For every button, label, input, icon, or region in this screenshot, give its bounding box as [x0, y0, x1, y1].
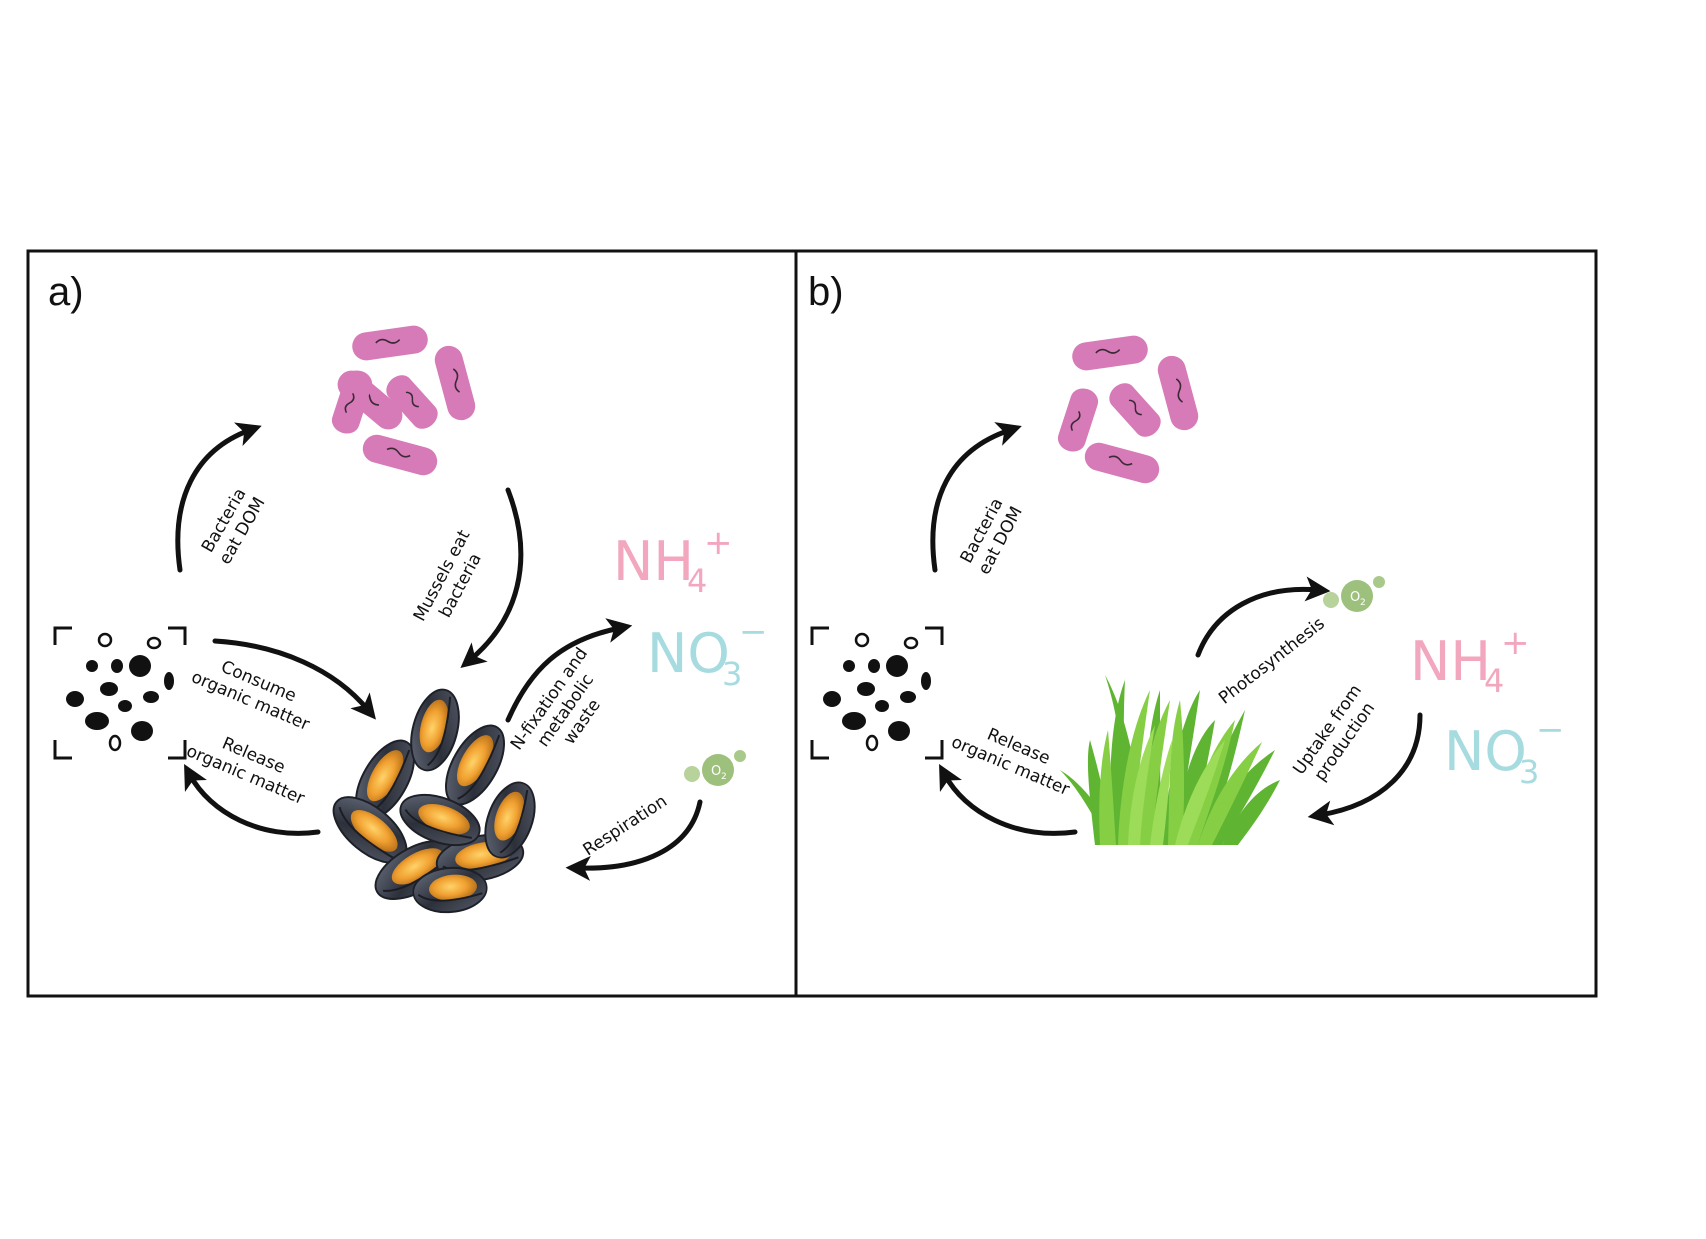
panel-a-arrows	[175, 422, 703, 881]
label-mussels-eat-bacteria: Mussels eat bacteria	[410, 527, 486, 625]
panel-a: a)	[48, 270, 768, 917]
svg-text:4: 4	[1484, 662, 1504, 700]
nitrate-ion: NO 3 −	[647, 612, 768, 693]
label-respiration: Respiration	[580, 791, 671, 860]
arrow-to-bacteria	[930, 422, 1022, 573]
svg-text:O: O	[1350, 590, 1360, 605]
seagrass-icon	[1060, 675, 1280, 845]
organic-matter-icon	[810, 626, 944, 760]
svg-text:−: −	[1536, 710, 1565, 750]
svg-text:+: +	[704, 523, 733, 563]
svg-text:Photosynthesis: Photosynthesis	[1215, 614, 1329, 709]
svg-text:O: O	[711, 764, 721, 779]
bacteria-cluster-icon	[327, 323, 480, 480]
svg-text:NH: NH	[613, 530, 694, 593]
svg-text:2: 2	[721, 772, 727, 782]
svg-text:Respiration: Respiration	[580, 791, 671, 860]
label-bacteria-eat-dom: Bacteria eat DOM	[198, 485, 270, 568]
label-photosynthesis: Photosynthesis	[1215, 614, 1329, 709]
arrow-photosynthesis	[1195, 576, 1331, 658]
panel-a-letter: a)	[48, 270, 84, 314]
nitrate-ion: NO 3 −	[1444, 710, 1565, 791]
label-n-fixation: N-fixation and metabolic waste	[507, 644, 605, 754]
oxygen-bubble-icon: O 2	[1323, 576, 1385, 612]
panel-b-letter: b)	[808, 270, 844, 314]
oxygen-bubble-icon: O 2	[684, 750, 746, 786]
panel-b-frame	[794, 249, 1598, 998]
svg-text:3: 3	[722, 655, 742, 693]
svg-text:2: 2	[1360, 598, 1366, 608]
ammonium-ion: NH 4 +	[1410, 623, 1530, 700]
arrow-to-bacteria	[175, 422, 262, 573]
arrow-to-mussels-from-bacteria	[460, 487, 524, 669]
arrow-uptake-from-production	[1307, 712, 1423, 826]
svg-text:3: 3	[1519, 753, 1539, 791]
panel-b: b)	[808, 270, 1565, 845]
bacteria-cluster-icon	[1053, 333, 1203, 488]
arrow-release-organic-matter	[939, 764, 1078, 836]
panel-b-arrows	[930, 422, 1423, 836]
svg-text:NO: NO	[647, 622, 730, 685]
organic-matter-icon	[53, 626, 187, 760]
label-release-organic-matter: Release organic matter	[948, 725, 1072, 800]
svg-text:NO: NO	[1444, 720, 1527, 783]
label-bacteria-eat-dom: Bacteria eat DOM	[957, 495, 1027, 578]
svg-text:−: −	[739, 612, 768, 652]
arrow-respiration	[565, 799, 703, 881]
arrow-n-fixation	[505, 618, 633, 723]
arrow-release-organic-matter	[184, 764, 321, 836]
label-uptake-from-production: Uptake from production	[1289, 681, 1379, 785]
ammonium-ion: NH 4 +	[613, 523, 733, 600]
svg-text:+: +	[1501, 623, 1530, 663]
svg-text:NH: NH	[1410, 630, 1491, 693]
svg-text:4: 4	[687, 562, 707, 600]
arrow-consume-organic-matter	[212, 638, 376, 720]
